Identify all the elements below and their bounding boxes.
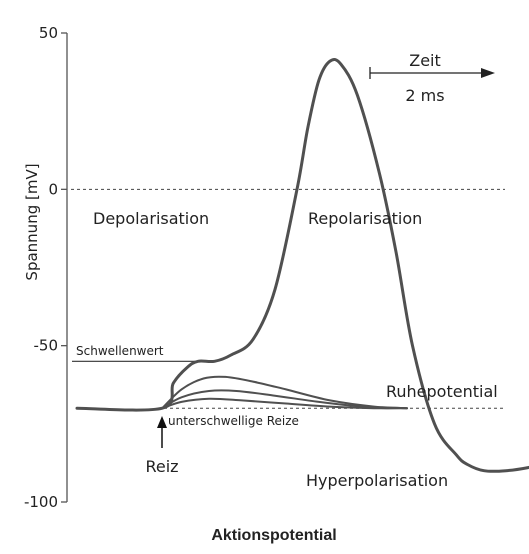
depolarisation-label: Depolarisation bbox=[93, 209, 209, 228]
subthreshold-curve bbox=[161, 389, 408, 410]
hyperpolarisation-label: Hyperpolarisation bbox=[306, 471, 448, 490]
y-ticks: 50 0 -50 -100 bbox=[24, 24, 67, 511]
y-tick-label: 0 bbox=[48, 180, 58, 198]
series-group bbox=[75, 57, 529, 473]
resting-potential-label: Ruhepotential bbox=[386, 382, 498, 401]
time-scale-duration: 2 ms bbox=[405, 86, 444, 105]
chart-title: Aktionspotential bbox=[211, 527, 336, 544]
subthreshold-label: unterschwellige Reize bbox=[168, 414, 299, 428]
y-tick-label: 50 bbox=[39, 24, 58, 42]
subthreshold-curve bbox=[161, 375, 408, 410]
time-scale-bar bbox=[369, 67, 495, 79]
y-tick-label: -50 bbox=[34, 337, 59, 355]
y-tick-label: -100 bbox=[24, 493, 58, 511]
stimulus-label: Reiz bbox=[145, 457, 178, 476]
repolarisation-label: Repolarisation bbox=[308, 209, 422, 228]
action-potential-curve bbox=[75, 57, 529, 473]
stimulus-arrow bbox=[157, 416, 167, 448]
subthreshold-curve bbox=[161, 397, 408, 410]
y-axis-label: Spannung [mV] bbox=[23, 163, 41, 280]
time-scale-label: Zeit bbox=[409, 51, 441, 70]
threshold-label: Schwellenwert bbox=[76, 344, 164, 358]
